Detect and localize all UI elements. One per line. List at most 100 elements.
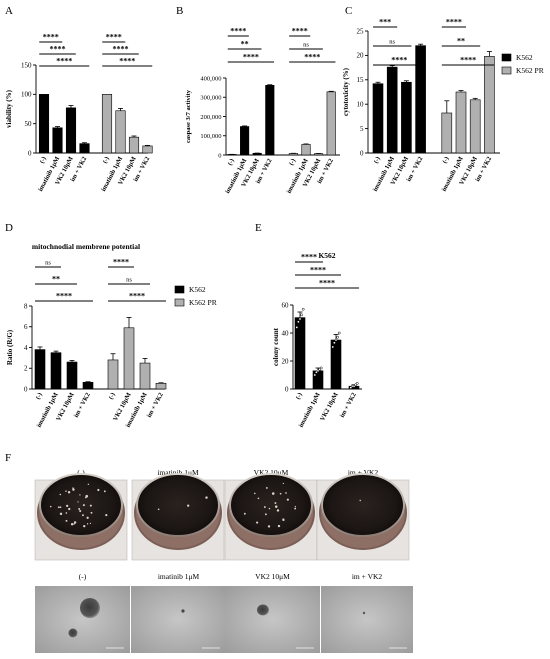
- colony-dot: [271, 492, 275, 495]
- colony-dot: [78, 508, 81, 510]
- micrograph: VK2 10μM: [225, 572, 320, 653]
- significance-label: ****: [230, 27, 246, 36]
- panel-letter: E: [255, 222, 262, 234]
- colony-dot: [57, 506, 60, 509]
- significance-label: ****: [129, 292, 145, 301]
- micrograph-label: im + VK2: [352, 572, 383, 581]
- cell: [362, 611, 366, 615]
- significance-label: ****: [391, 56, 407, 65]
- bar: [82, 381, 94, 390]
- colony-dot: [285, 492, 287, 494]
- well-label: VK2 10μM: [254, 468, 289, 477]
- legend-swatch: [174, 285, 185, 294]
- y-tick-label: 300,000: [200, 95, 221, 102]
- bar: [65, 107, 77, 154]
- bar: [101, 94, 113, 154]
- colony-dot: [87, 483, 90, 486]
- y-tick-label: 25: [357, 27, 365, 35]
- colony-dot: [82, 514, 84, 517]
- bar: [240, 126, 250, 156]
- panel-letter: F: [5, 452, 11, 464]
- colony-dot: [279, 492, 282, 495]
- colony-dot: [70, 522, 74, 526]
- significance-label: ns: [303, 42, 309, 49]
- significance-label: ****: [106, 33, 122, 42]
- x-tick-label: (-): [35, 392, 44, 401]
- colony-dot: [294, 505, 296, 508]
- data-point: [334, 338, 338, 342]
- bar: [326, 91, 336, 156]
- data-point: [352, 384, 356, 388]
- y-tick-label: 2: [24, 365, 28, 373]
- y-axis-label: viability (%): [5, 89, 13, 128]
- bar: [265, 85, 275, 156]
- colony-dot: [86, 516, 89, 519]
- well-label: imatinib 1μM: [157, 468, 199, 477]
- y-tick-label: 0: [28, 149, 32, 157]
- micrograph-bg: [321, 586, 413, 653]
- bar: [128, 136, 140, 154]
- bar: [455, 91, 467, 154]
- y-tick-label: 0: [360, 149, 364, 157]
- y-tick-label: 100: [21, 91, 32, 99]
- well-label: (-): [77, 468, 85, 477]
- x-tick-label: (-): [295, 392, 304, 401]
- chart-title: mitochnodial membrene potential: [32, 242, 140, 251]
- y-tick-label: 20: [357, 52, 365, 60]
- y-tick-label: 0: [24, 385, 28, 393]
- colony-dot: [79, 494, 81, 496]
- data-point: [316, 369, 320, 373]
- legend-label: K562 PR: [189, 298, 217, 307]
- legend-swatch: [174, 298, 185, 307]
- y-tick-label: 8: [24, 302, 28, 310]
- well-image: imatinib 1μM: [131, 468, 225, 561]
- cell: [181, 609, 185, 613]
- y-axis-label: caspase 3/7 activity: [185, 89, 192, 143]
- colony-dot: [267, 525, 271, 528]
- micrograph: im + VK2: [321, 572, 413, 653]
- colony-dot: [257, 497, 260, 500]
- significance-label: ****: [460, 56, 476, 65]
- bar: [79, 143, 90, 154]
- bar: [301, 144, 311, 156]
- bar: [139, 362, 151, 390]
- colony-dot: [72, 487, 74, 489]
- x-tick-label: (-): [227, 158, 236, 167]
- colony-dot: [187, 504, 190, 507]
- y-axis-label: cytotoxicity (%): [342, 67, 350, 116]
- well-image: (-): [34, 468, 128, 561]
- panel-f: F (-) imatinib 1μM VK2 10μM im + VK2 (-) imati…: [5, 452, 413, 653]
- legend-swatch: [501, 53, 512, 62]
- panel-letter: D: [5, 222, 13, 234]
- micrograph: imatinib 1μM: [131, 572, 226, 653]
- colony-dot: [67, 491, 71, 494]
- colony-dot: [90, 511, 93, 514]
- x-tick-label: im + VK2: [339, 392, 358, 419]
- data-point: [297, 320, 300, 324]
- dish: [39, 473, 123, 537]
- panel-letter: A: [5, 5, 13, 17]
- colony-dot: [286, 498, 289, 501]
- colony-dot: [59, 512, 63, 516]
- colony-dot: [65, 512, 68, 514]
- well-image: VK2 10μM: [224, 468, 318, 561]
- colony-dot: [276, 509, 280, 512]
- bar: [441, 112, 453, 154]
- colony-dot: [97, 488, 100, 492]
- colony-dot: [256, 521, 259, 524]
- y-tick-label: 15: [357, 76, 365, 84]
- well-label: im + VK2: [348, 468, 379, 477]
- data-point: [318, 368, 321, 371]
- colony-dot: [72, 488, 75, 491]
- colony-dot: [89, 522, 92, 524]
- colony-dot: [277, 524, 281, 528]
- y-tick-label: 50: [25, 120, 33, 128]
- significance-label: ****: [50, 45, 66, 54]
- micrograph-bg: [131, 586, 226, 653]
- bar: [52, 127, 63, 154]
- legend-label: K562 PR: [516, 66, 544, 75]
- chart-title: K562: [318, 251, 335, 260]
- legend-swatch: [501, 66, 512, 75]
